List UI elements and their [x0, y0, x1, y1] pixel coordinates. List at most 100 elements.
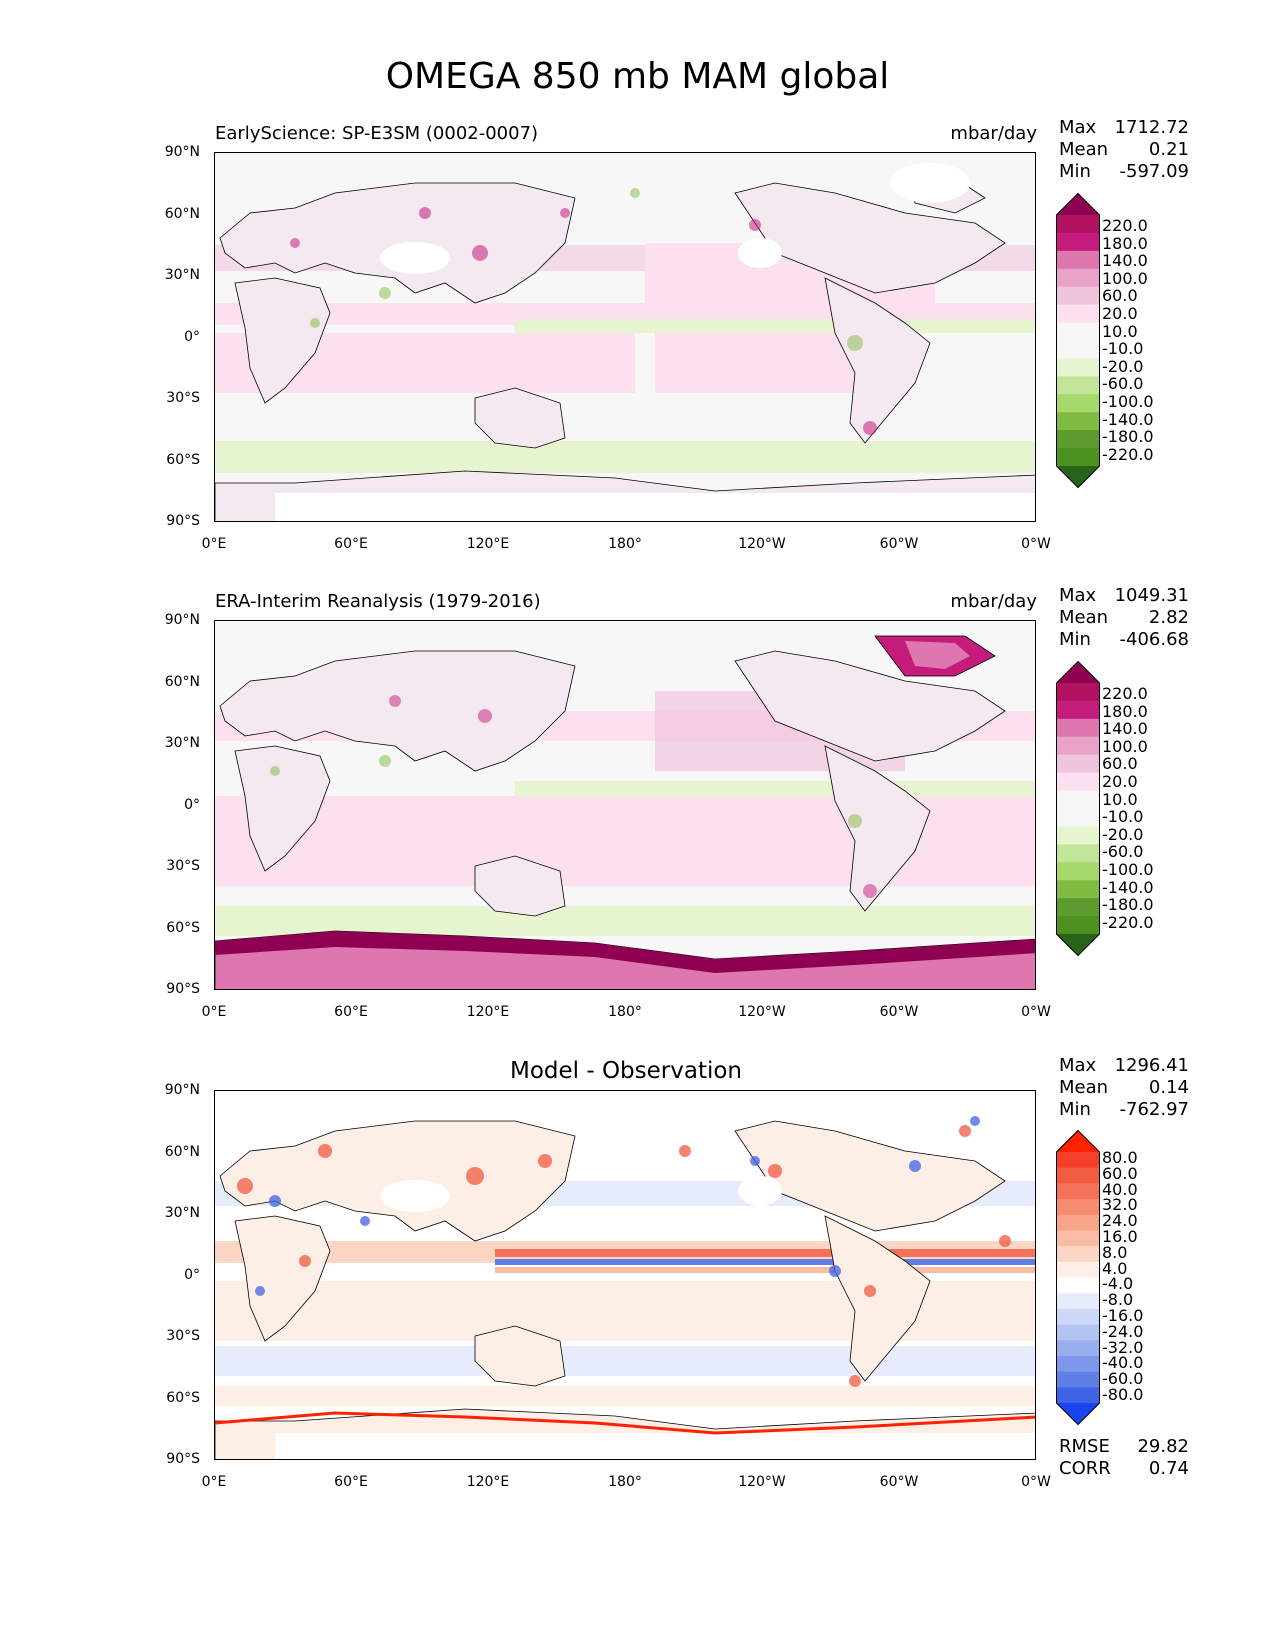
colorbar-segment — [1056, 1214, 1100, 1231]
lon-tick: 120°W — [738, 1004, 786, 1020]
lat-tick: 60°S — [166, 1390, 200, 1406]
min-value: -762.97 — [1119, 1099, 1189, 1120]
colorbar-segment — [1056, 340, 1100, 359]
units-label: mbar/day — [950, 591, 1037, 612]
colorbar-tick-label: 60.0 — [1102, 754, 1138, 774]
colorbar-tick-label: 16.0 — [1102, 1226, 1138, 1246]
max-label: Max — [1059, 1055, 1097, 1076]
mean-value: 2.82 — [1148, 607, 1189, 628]
colorbar-extend-top — [1056, 1130, 1100, 1152]
mean-label: Mean — [1059, 607, 1109, 628]
colorbar-tick-label: -4.0 — [1102, 1274, 1134, 1294]
mean-label: Mean — [1059, 1077, 1109, 1098]
colorbar-segment — [1056, 1387, 1100, 1404]
lon-tick: 0°E — [201, 1004, 227, 1020]
lon-tick: 60°E — [334, 1474, 368, 1490]
colorbar-tick-label: 100.0 — [1102, 268, 1148, 288]
colorbar-segment — [1056, 1324, 1100, 1341]
lat-tick: 90°S — [166, 981, 200, 997]
colorbar-segment — [1056, 268, 1100, 288]
colorbar — [1056, 1129, 1100, 1426]
colorbar-tick-label: 8.0 — [1102, 1242, 1128, 1262]
lat-tick: 30°N — [164, 735, 200, 751]
colorbar-graphic — [1056, 1129, 1100, 1426]
colorbar-tick-label: 4.0 — [1102, 1258, 1128, 1278]
max-label: Max — [1059, 117, 1097, 138]
lat-tick: 0° — [184, 329, 200, 345]
colorbar-tick-label: -20.0 — [1102, 356, 1144, 376]
stats-block: Max 1712.72 Mean 0.21 Min -597.09 — [1059, 117, 1189, 183]
lat-tick: 60°S — [166, 920, 200, 936]
colorbar-tick-label: -60.0 — [1102, 1369, 1144, 1389]
min-label: Min — [1059, 1099, 1091, 1120]
colorbar-segment — [1056, 880, 1100, 899]
colorbar-tick-label: -180.0 — [1102, 895, 1154, 915]
colorbar-segment — [1056, 683, 1100, 702]
colorbar-tick-label: -100.0 — [1102, 391, 1154, 411]
colorbar-extend-bottom — [1056, 934, 1100, 956]
colorbar-segment — [1056, 808, 1100, 827]
colorbar-segment — [1056, 790, 1100, 809]
colorbar-tick-label: -10.0 — [1102, 807, 1144, 827]
colorbar-tick-label: 180.0 — [1102, 233, 1148, 253]
colorbar-segment — [1056, 1340, 1100, 1357]
lon-tick: 180° — [608, 536, 642, 552]
colorbar — [1056, 192, 1100, 489]
colorbar-extend-top — [1056, 193, 1100, 215]
colorbar-tick-label: 180.0 — [1102, 701, 1148, 721]
colorbar-segment — [1056, 736, 1100, 756]
colorbar-segment — [1056, 250, 1100, 270]
lat-tick: 90°S — [166, 1451, 200, 1467]
colorbar-tick-label: 140.0 — [1102, 251, 1148, 271]
colorbar-outline — [1056, 192, 1100, 489]
corr-label: CORR — [1059, 1458, 1111, 1479]
lat-tick: 0° — [184, 797, 200, 813]
colorbar-tick-label: -60.0 — [1102, 374, 1144, 394]
colorbar-segment — [1056, 898, 1100, 917]
panel-title: ERA-Interim Reanalysis (1979-2016) — [215, 591, 541, 612]
lat-tick: 30°S — [166, 858, 200, 874]
max-value: 1712.72 — [1114, 117, 1189, 138]
colorbar-tick-label: 40.0 — [1102, 1179, 1138, 1199]
colorbar-outline — [1056, 660, 1100, 957]
colorbar-segment — [1056, 754, 1100, 774]
colorbar-tick-label: -16.0 — [1102, 1305, 1144, 1325]
colorbar-segment — [1056, 1261, 1100, 1278]
colorbar-segment — [1056, 286, 1100, 306]
colorbar-extend-top — [1056, 661, 1100, 683]
lon-tick: 120°W — [738, 1474, 786, 1490]
colorbar-tick-label: 20.0 — [1102, 303, 1138, 323]
colorbar-tick-label: 220.0 — [1102, 216, 1148, 235]
lat-tick: 30°S — [166, 1328, 200, 1344]
lat-tick: 60°S — [166, 452, 200, 468]
colorbar-segment — [1056, 826, 1100, 845]
mean-value: 0.14 — [1148, 1077, 1189, 1098]
colorbar-graphic — [1056, 660, 1100, 957]
colorbar-segment — [1056, 232, 1100, 252]
colorbar-tick-label: -40.0 — [1102, 1353, 1144, 1373]
min-value: -597.09 — [1119, 161, 1189, 182]
colorbar-tick-label: 32.0 — [1102, 1195, 1138, 1215]
colorbar-tick-label: -220.0 — [1102, 912, 1154, 932]
colorbar-tick-label: -80.0 — [1102, 1384, 1144, 1404]
colorbar-segment — [1056, 1355, 1100, 1373]
figure-title: OMEGA 850 mb MAM global — [385, 56, 890, 97]
colorbar-segment — [1056, 1183, 1100, 1200]
colorbar-segment — [1056, 718, 1100, 738]
lon-tick: 60°E — [334, 1004, 368, 1020]
colorbar-labels: 220.0 180.0 140.0 100.0 60.0 20.0 10.0 -10.0 -20… — [1102, 685, 1154, 931]
lat-tick: 90°N — [164, 1082, 200, 1098]
colorbar-tick-label: -220.0 — [1102, 444, 1154, 464]
mean-label: Mean — [1059, 139, 1109, 160]
corr-value: 0.74 — [1148, 1458, 1189, 1479]
map-plot — [214, 152, 1036, 522]
colorbar-labels: 220.0 180.0 140.0 100.0 60.0 20.0 10.0 -10.0 -20… — [1102, 217, 1154, 463]
max-value: 1049.31 — [1114, 585, 1189, 606]
lon-tick: 60°E — [334, 536, 368, 552]
max-value: 1296.41 — [1114, 1055, 1189, 1076]
lat-tick: 90°S — [166, 513, 200, 529]
colorbar-segment — [1056, 1246, 1100, 1263]
colorbar-segment — [1056, 844, 1100, 863]
colorbar-tick-label: 220.0 — [1102, 684, 1148, 703]
colorbar-segment — [1056, 322, 1100, 341]
